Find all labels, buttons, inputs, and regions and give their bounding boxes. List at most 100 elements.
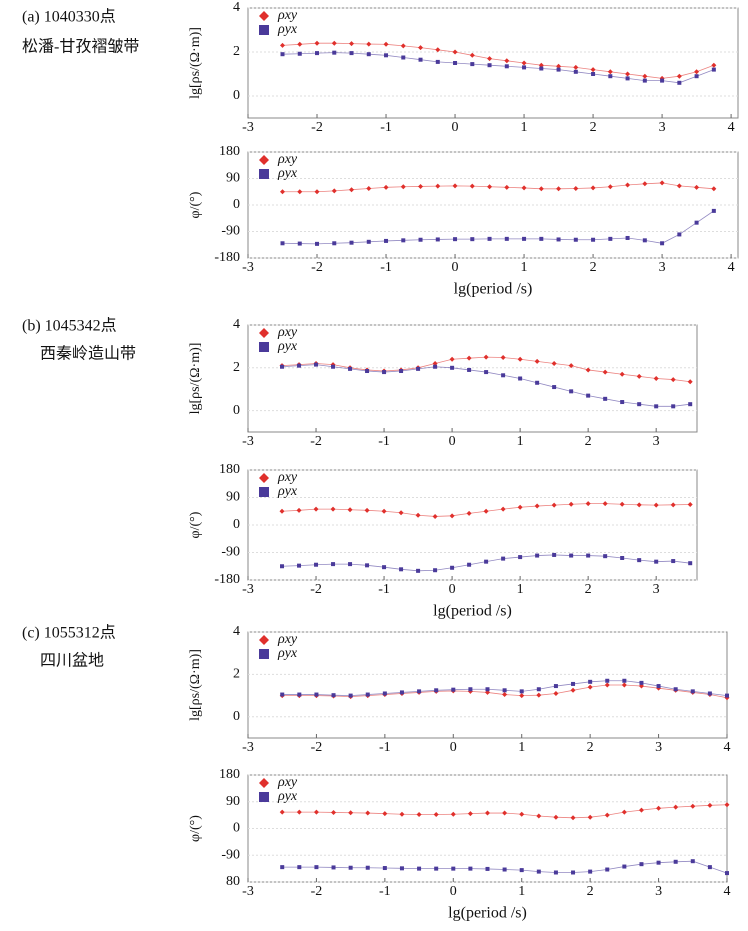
- plot-frame: [247, 7, 739, 119]
- data-point: [451, 866, 456, 871]
- data-point: [416, 812, 422, 818]
- data-point: [619, 371, 625, 377]
- data-point: [551, 502, 557, 508]
- panel-label: (b) 1045342点: [22, 317, 117, 335]
- data-point: [418, 183, 424, 189]
- data-point: [622, 864, 627, 869]
- data-point: [383, 41, 389, 47]
- data-point: [365, 865, 370, 870]
- data-point: [470, 62, 475, 67]
- data-point: [707, 802, 713, 808]
- data-point: [467, 562, 472, 567]
- y-tick-label: 90: [226, 794, 240, 809]
- y-tick-label: 0: [233, 197, 240, 212]
- data-point: [670, 377, 676, 383]
- data-point: [348, 693, 353, 698]
- data-point: [279, 809, 285, 815]
- x-tick-label: 0: [452, 260, 459, 275]
- data-point: [434, 866, 439, 871]
- x-tick-label: -2: [311, 260, 323, 275]
- x-tick-label: 0: [450, 884, 457, 899]
- data-point: [399, 690, 404, 695]
- data-point: [724, 802, 730, 808]
- data-point: [279, 508, 285, 514]
- data-point: [366, 186, 372, 192]
- data-point: [487, 184, 493, 190]
- data-point: [535, 553, 540, 558]
- data-point: [348, 562, 353, 567]
- data-point: [656, 860, 661, 865]
- y-axis-label: φ/(°): [188, 511, 203, 538]
- x-tick-label: 1: [517, 582, 524, 597]
- legend-marker: [259, 792, 269, 802]
- data-point: [450, 811, 456, 817]
- y-tick-label: 180: [219, 462, 240, 477]
- data-point: [485, 687, 490, 692]
- legend-marker: [259, 25, 269, 35]
- x-tick-label: 0: [449, 582, 456, 597]
- region-label: 西秦岭造山带: [40, 345, 136, 363]
- data-point: [573, 237, 578, 242]
- data-point: [452, 183, 458, 189]
- data-point: [711, 208, 716, 213]
- data-point: [653, 502, 659, 508]
- data-point: [400, 43, 406, 49]
- data-point: [280, 189, 286, 195]
- legend-label: ρxy: [277, 8, 298, 23]
- data-point: [688, 561, 693, 566]
- data-point: [384, 238, 389, 243]
- data-point: [573, 69, 578, 74]
- x-tick-label: 1: [521, 120, 528, 135]
- y-tick-label: 80: [226, 874, 240, 889]
- data-point: [587, 684, 593, 690]
- y-tick-label: 0: [233, 88, 240, 103]
- data-point: [382, 691, 387, 696]
- data-point: [366, 239, 371, 244]
- data-point: [521, 60, 527, 66]
- data-point: [521, 185, 527, 191]
- data-point: [694, 69, 700, 75]
- data-point: [314, 362, 319, 367]
- data-point: [469, 183, 475, 189]
- data-point: [625, 71, 631, 77]
- data-point: [602, 369, 608, 375]
- y-axis-label: φ/(°): [188, 815, 203, 842]
- y-tick-label: 180: [219, 144, 240, 159]
- data-point: [432, 513, 438, 519]
- data-point: [694, 220, 699, 225]
- x-tick-label: -2: [310, 582, 322, 597]
- y-tick-label: 2: [233, 360, 240, 375]
- fit-line: [282, 210, 715, 245]
- fit-line: [282, 52, 714, 84]
- data-point: [297, 51, 302, 56]
- data-point: [671, 559, 676, 564]
- data-point: [517, 356, 523, 362]
- data-point: [504, 236, 509, 241]
- data-point: [707, 865, 712, 870]
- data-point: [331, 693, 336, 698]
- legend-label: ρyx: [277, 339, 298, 354]
- data-point: [653, 376, 659, 381]
- data-point: [297, 41, 303, 47]
- data-point: [450, 565, 455, 570]
- data-point: [534, 358, 540, 364]
- data-point: [553, 814, 559, 820]
- legend-label: ρyx: [277, 22, 298, 37]
- data-point: [519, 693, 525, 699]
- data-point: [570, 687, 576, 693]
- x-tick-label: -1: [379, 740, 391, 755]
- legend-label: ρxy: [277, 325, 298, 340]
- data-point: [588, 679, 593, 684]
- x-tick-label: 2: [585, 434, 592, 449]
- data-point: [280, 241, 285, 246]
- data-point: [348, 366, 353, 371]
- x-tick-label: -3: [242, 582, 254, 597]
- data-point: [725, 693, 729, 698]
- data-point: [538, 62, 544, 68]
- data-point: [399, 866, 404, 871]
- data-point: [571, 681, 576, 686]
- data-point: [573, 186, 579, 192]
- data-point: [399, 567, 404, 572]
- data-point: [280, 865, 285, 870]
- data-point: [416, 366, 421, 371]
